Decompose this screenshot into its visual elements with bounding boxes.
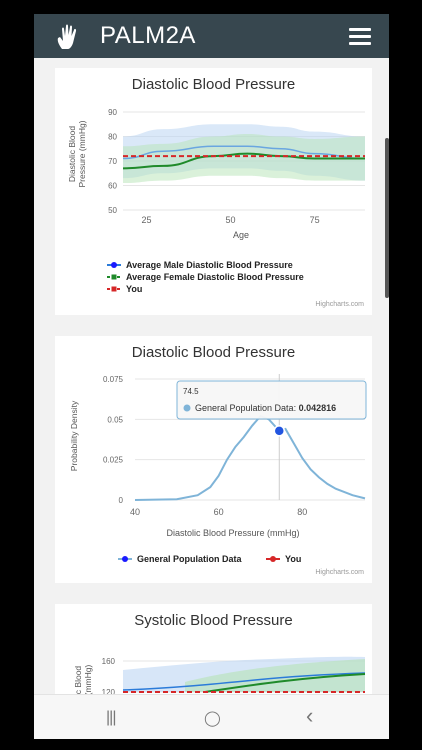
y-tick-label: 50 — [108, 206, 117, 215]
legend-label: Average Female Diastolic Blood Pressure — [126, 272, 304, 282]
female-average-line — [122, 152, 365, 170]
systolic-age-chart: 160 120 c Blood (mmHg) — [73, 656, 366, 694]
home-button[interactable]: ◯ — [204, 710, 221, 727]
svg-text:General Population Data: 0.042: General Population Data: 0.042816 — [195, 403, 336, 413]
app-title: PALM2A — [100, 22, 196, 49]
y-tick-label: 0.075 — [103, 375, 124, 384]
x-tick-label: 40 — [130, 507, 140, 517]
highcharts-credit[interactable]: Highcharts.com — [315, 569, 364, 576]
hover-point — [273, 425, 286, 437]
x-tick-label: 25 — [142, 215, 152, 225]
y-tick: 120 — [102, 688, 116, 694]
tooltip: 74.5 General Population Data: 0.042816 — [176, 380, 367, 420]
y-tick-label: 70 — [108, 157, 117, 166]
chart-title: Systolic Blood Pressure — [134, 612, 293, 629]
legend-item-you[interactable]: You — [266, 554, 301, 564]
x-tick-label: 75 — [310, 215, 320, 225]
female-line — [204, 673, 366, 693]
chart-card-diastolic-age: Diastolic Blood Pressure 50 60 70 80 90 25 50… — [55, 68, 372, 315]
y-tick-label: 0.05 — [107, 415, 123, 424]
chart-title: Diastolic Blood Pressure — [131, 76, 296, 93]
y-tick-label: 60 — [108, 182, 117, 191]
legend-label: You — [285, 554, 301, 564]
y-tick: 160 — [102, 657, 116, 666]
x-axis-label: Age — [233, 230, 249, 240]
legend-item-male[interactable]: Average Male Diastolic Blood Pressure — [107, 260, 293, 270]
y-axis-label-line2: Pressure (mmHg) — [77, 120, 87, 187]
scrollbar[interactable] — [385, 138, 389, 298]
y-tick-label: 90 — [108, 108, 117, 117]
male-line — [122, 672, 366, 691]
y-tick-label: 0 — [119, 496, 124, 505]
hand-icon — [57, 24, 77, 49]
female-band — [185, 659, 365, 692]
y-tick-label: 80 — [108, 133, 117, 142]
x-tick-label: 80 — [297, 507, 307, 517]
legend: Average Male Diastolic Blood Pressure Av… — [107, 260, 304, 294]
diastolic-age-chart: 50 60 70 80 90 25 50 75 Diastolic Blood Pressu… — [67, 108, 366, 294]
legend: General Population Data You — [118, 554, 301, 564]
hamburger-menu-icon[interactable] — [349, 28, 371, 45]
legend-item-female[interactable]: Average Female Diastolic Blood Pressure — [107, 272, 304, 282]
x-axis-label: Diastolic Blood Pressure (mmHg) — [166, 528, 299, 538]
app-bar: PALM2A — [34, 14, 389, 58]
chart-card-systolic-age: Systolic Blood Pressure 160 120 c Blood … — [55, 604, 372, 694]
tooltip-value: 0.042816 — [299, 403, 337, 413]
chart-card-diastolic-distribution: Diastolic Blood Pressure 0 0.025 0.05 0.075… — [55, 336, 372, 583]
phone-frame: PALM2A Diastolic Blood Pressure 50 60 70 80… — [22, 0, 400, 750]
tooltip-x: 74.5 — [183, 387, 199, 396]
y-axis-label-line1: Diastolic Blood — [67, 126, 77, 182]
content-area[interactable]: Diastolic Blood Pressure 50 60 70 80 90 25 50… — [34, 58, 389, 694]
population-density-line — [134, 414, 366, 501]
male-average-line — [122, 145, 366, 160]
x-tick-label: 50 — [226, 215, 236, 225]
y-axis-label-line2: (mmHg) — [83, 664, 93, 694]
y-axis-label-line1: c Blood — [73, 666, 83, 694]
legend-label: You — [126, 284, 142, 294]
android-nav-bar: ||| ◯ ‹ — [34, 694, 389, 739]
legend-label: General Population Data — [137, 554, 243, 564]
chart-title: Diastolic Blood Pressure — [131, 344, 296, 361]
recent-apps-button[interactable]: ||| — [106, 709, 117, 726]
legend-item-population[interactable]: General Population Data — [118, 554, 243, 564]
x-tick-label: 60 — [214, 507, 224, 517]
highcharts-credit[interactable]: Highcharts.com — [315, 301, 364, 308]
legend-item-you[interactable]: You — [107, 284, 142, 294]
legend-label: Average Male Diastolic Blood Pressure — [126, 260, 293, 270]
diastolic-distribution-chart: 0 0.025 0.05 0.075 40 60 80 Probability Densi… — [69, 374, 367, 564]
back-button[interactable]: ‹ — [306, 703, 314, 728]
screen: PALM2A Diastolic Blood Pressure 50 60 70 80… — [34, 14, 389, 739]
y-axis-label: Probability Density — [69, 400, 79, 471]
tooltip-series: General Population Data: — [195, 403, 299, 413]
y-tick-label: 0.025 — [103, 456, 124, 465]
female-range-band — [123, 134, 365, 184]
